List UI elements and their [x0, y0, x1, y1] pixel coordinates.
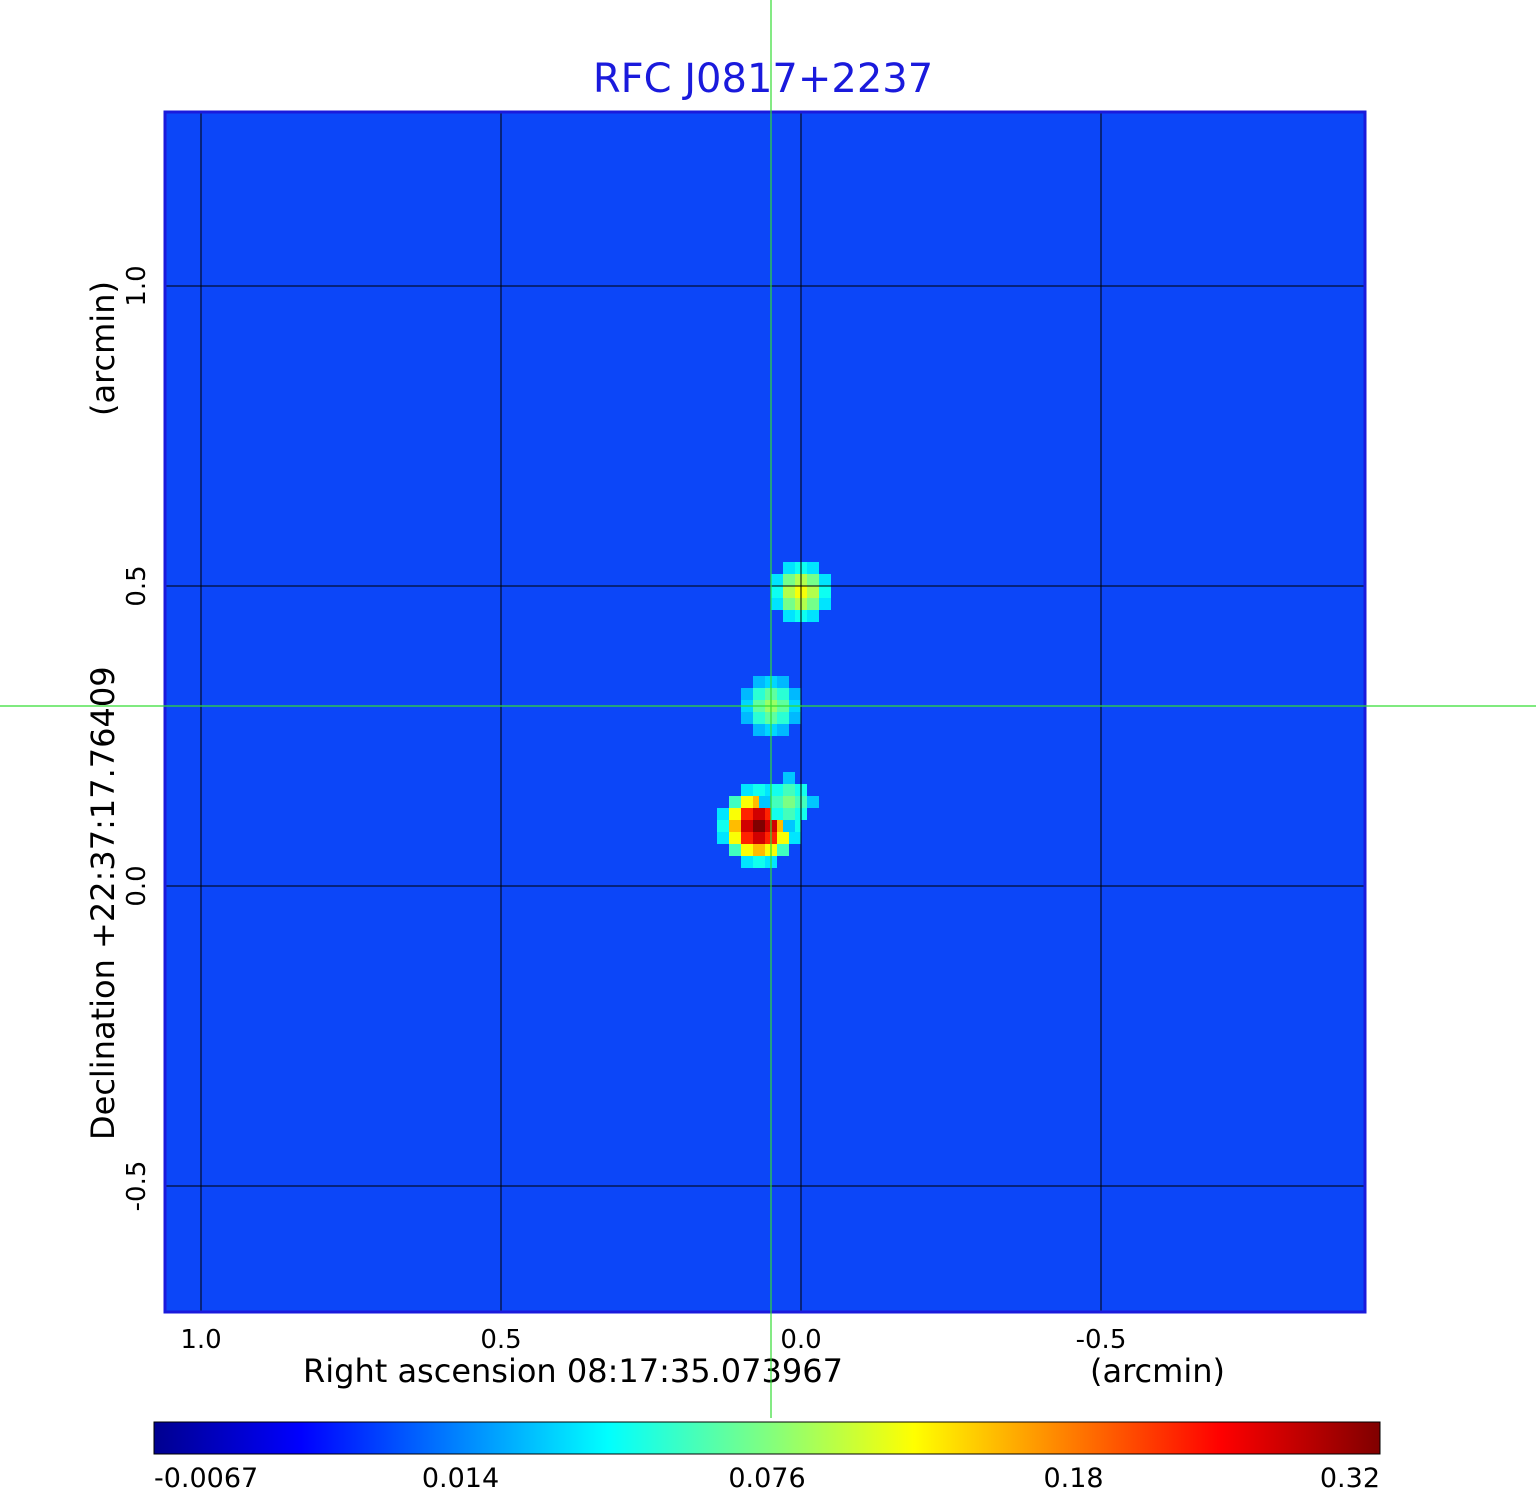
source-pixel	[753, 712, 765, 724]
source-pixel	[771, 574, 783, 586]
source-pixel	[783, 772, 795, 784]
y-axis-unit: (arcmin)	[84, 281, 122, 416]
source-pixel	[729, 808, 741, 820]
source-pixel	[753, 784, 765, 796]
x-axis-unit: (arcmin)	[1090, 1352, 1225, 1390]
source-pixel	[741, 844, 753, 856]
source-pixel	[741, 688, 753, 700]
source-pixel	[753, 676, 765, 688]
source-pixel	[777, 676, 789, 688]
source-pixel	[753, 856, 765, 868]
source-pixel	[741, 856, 753, 868]
emission-sources	[717, 562, 831, 868]
source-pixel	[819, 586, 831, 598]
source-pixel	[741, 832, 753, 844]
source-pixel	[777, 724, 789, 736]
source-pixel	[759, 796, 771, 808]
source-pixel	[777, 832, 789, 844]
y-tick-label: -0.5	[122, 1161, 152, 1212]
colorbar	[153, 1421, 1381, 1455]
colorbar-tick-label: 0.32	[1320, 1463, 1380, 1494]
source-pixel	[741, 796, 753, 808]
x-tick-labels: 1.0 0.5 0.0 -0.5	[180, 1325, 1126, 1355]
source-pixel	[783, 796, 795, 808]
source-pixel	[741, 820, 753, 832]
x-axis-label: Right ascension 08:17:35.073967	[303, 1352, 843, 1390]
source-pixel	[771, 808, 783, 820]
source-pixel	[717, 820, 729, 832]
source-pixel	[783, 808, 795, 820]
y-axis-label: Declination +22:37:17.76409	[84, 666, 122, 1140]
source-pixel	[789, 712, 801, 724]
source-pixel	[741, 712, 753, 724]
source-pixel	[783, 610, 795, 622]
source-pixel	[783, 586, 795, 598]
source-pixel	[807, 574, 819, 586]
source-pixel	[753, 808, 765, 820]
source-component-2	[771, 562, 831, 622]
colorbar-tick-labels: -0.0067 0.014 0.076 0.18 0.32	[154, 1463, 1380, 1494]
source-pixel	[717, 832, 729, 844]
source-pixel	[771, 796, 783, 808]
source-pixel	[753, 844, 765, 856]
source-pixel	[807, 610, 819, 622]
source-pixel	[783, 562, 795, 574]
source-pixel	[753, 724, 765, 736]
y-tick-label: 0.5	[122, 565, 152, 606]
source-pixel	[777, 844, 789, 856]
source-pixel	[753, 688, 765, 700]
source-component-4	[759, 772, 819, 832]
source-pixel	[753, 832, 765, 844]
source-pixel	[777, 712, 789, 724]
source-pixel	[783, 574, 795, 586]
y-tick-labels: 1.0 0.5 0.0 -0.5	[122, 265, 152, 1211]
source-pixel	[807, 598, 819, 610]
source-pixel	[729, 796, 741, 808]
source-pixel	[753, 820, 765, 832]
source-pixel	[783, 820, 795, 832]
colorbar-tick-label: 0.18	[1043, 1463, 1103, 1494]
colorbar-tick-label: 0.014	[422, 1463, 499, 1494]
source-pixel	[741, 808, 753, 820]
x-tick-label: 0.5	[480, 1325, 521, 1355]
source-pixel	[717, 808, 729, 820]
crosshair	[0, 0, 1536, 1418]
source-pixel	[771, 598, 783, 610]
source-pixel	[789, 688, 801, 700]
source-pixel	[783, 598, 795, 610]
grid-lines	[165, 112, 1365, 1312]
source-pixel	[783, 784, 795, 796]
x-tick-label: 1.0	[180, 1325, 221, 1355]
source-pixel	[789, 832, 801, 844]
x-tick-label: 0.0	[780, 1325, 821, 1355]
plot-area	[165, 112, 1365, 1312]
y-tick-label: 1.0	[122, 265, 152, 306]
x-tick-label: -0.5	[1076, 1325, 1127, 1355]
source-pixel	[771, 784, 783, 796]
chart-title: RFC J0817+2237	[593, 56, 933, 102]
source-pixel	[819, 574, 831, 586]
source-pixel	[819, 598, 831, 610]
source-pixel	[741, 784, 753, 796]
colorbar-tick-label: 0.076	[728, 1463, 805, 1494]
source-pixel	[729, 844, 741, 856]
source-pixel	[729, 832, 741, 844]
source-pixel	[807, 796, 819, 808]
y-tick-label: 0.0	[122, 865, 152, 906]
source-pixel	[777, 688, 789, 700]
colorbar-tick-label: -0.0067	[154, 1463, 258, 1494]
source-pixel	[807, 562, 819, 574]
source-pixel	[771, 586, 783, 598]
source-pixel	[807, 586, 819, 598]
plot-frame	[163, 110, 1367, 1314]
source-pixel	[729, 820, 741, 832]
